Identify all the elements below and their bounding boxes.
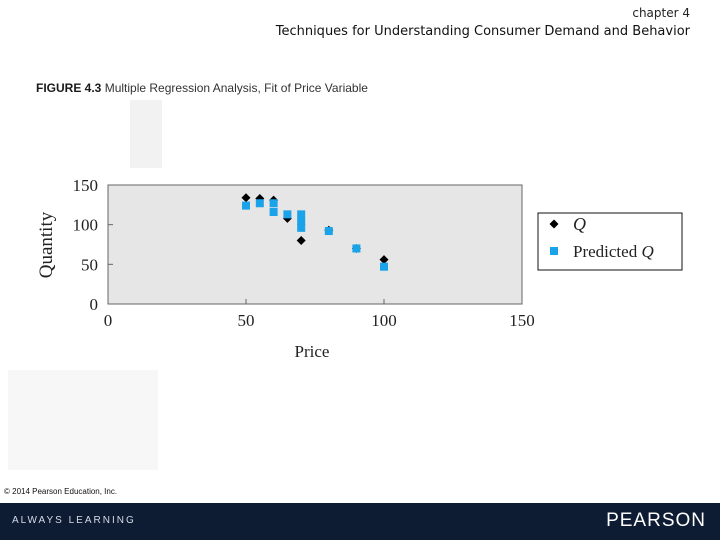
pearson-logo: PEARSON	[606, 510, 706, 531]
legend-predicted-marker	[550, 247, 558, 255]
x-tick-label: 150	[509, 311, 535, 330]
y-axis-label: Quantity	[36, 211, 57, 278]
predicted-q-point	[380, 262, 388, 271]
predicted-q-point	[297, 217, 306, 226]
slide-title: Techniques for Understanding Consumer De…	[275, 24, 690, 39]
predicted-q-point	[283, 210, 292, 219]
legend-predicted-label: Predicted Q	[573, 242, 654, 261]
footer-tagline: ALWAYS LEARNING	[12, 515, 136, 526]
figure-title: Multiple Regression Analysis, Fit of Pri…	[104, 81, 368, 95]
footer-bar: ALWAYS LEARNING PEARSON	[0, 503, 720, 540]
q-point	[241, 193, 251, 203]
chapter-label: chapter 4	[632, 6, 690, 20]
copyright-notice: © 2014 Pearson Education, Inc.	[4, 487, 118, 496]
q-point	[296, 236, 306, 246]
legend-predicted-prefix: Predicted	[573, 242, 641, 261]
predicted-q-point	[255, 199, 264, 208]
figure-number: FIGURE 4.3	[36, 81, 102, 95]
x-axis-label: Price	[295, 342, 330, 361]
legend-predicted-q: Q	[641, 242, 653, 261]
scatter-chart: 0 50 100 150 0 50 100 150 Quantity Price Q Pre…	[30, 165, 690, 370]
decorative-fragment	[130, 100, 162, 168]
predicted-q-point	[297, 223, 306, 232]
chart-svg: 0 50 100 150 0 50 100 150 Quantity Price Q Pre…	[36, 176, 683, 361]
legend-q-label: Q	[573, 214, 586, 234]
predicted-q-point	[242, 201, 250, 210]
y-tick-label: 0	[90, 295, 99, 314]
x-tick-label: 100	[371, 311, 397, 330]
plot-background	[107, 184, 523, 305]
predicted-q-point	[324, 227, 333, 236]
y-tick-label: 150	[73, 176, 99, 195]
figure-caption: FIGURE 4.3 Multiple Regression Analysis,…	[36, 81, 368, 95]
legend-box	[537, 212, 683, 271]
y-tick-label: 50	[81, 255, 98, 274]
q-point	[379, 255, 389, 265]
predicted-q-point	[269, 199, 278, 208]
legend: Q Predicted Q	[537, 212, 683, 271]
predicted-q-point	[352, 244, 361, 253]
x-tick-label: 50	[238, 311, 255, 330]
predicted-q-point	[297, 210, 306, 219]
y-tick-label: 100	[73, 216, 99, 235]
decorative-fragment	[8, 370, 158, 470]
predicted-q-point	[269, 207, 278, 216]
x-tick-label: 0	[104, 311, 113, 330]
legend-q-marker	[549, 219, 559, 229]
